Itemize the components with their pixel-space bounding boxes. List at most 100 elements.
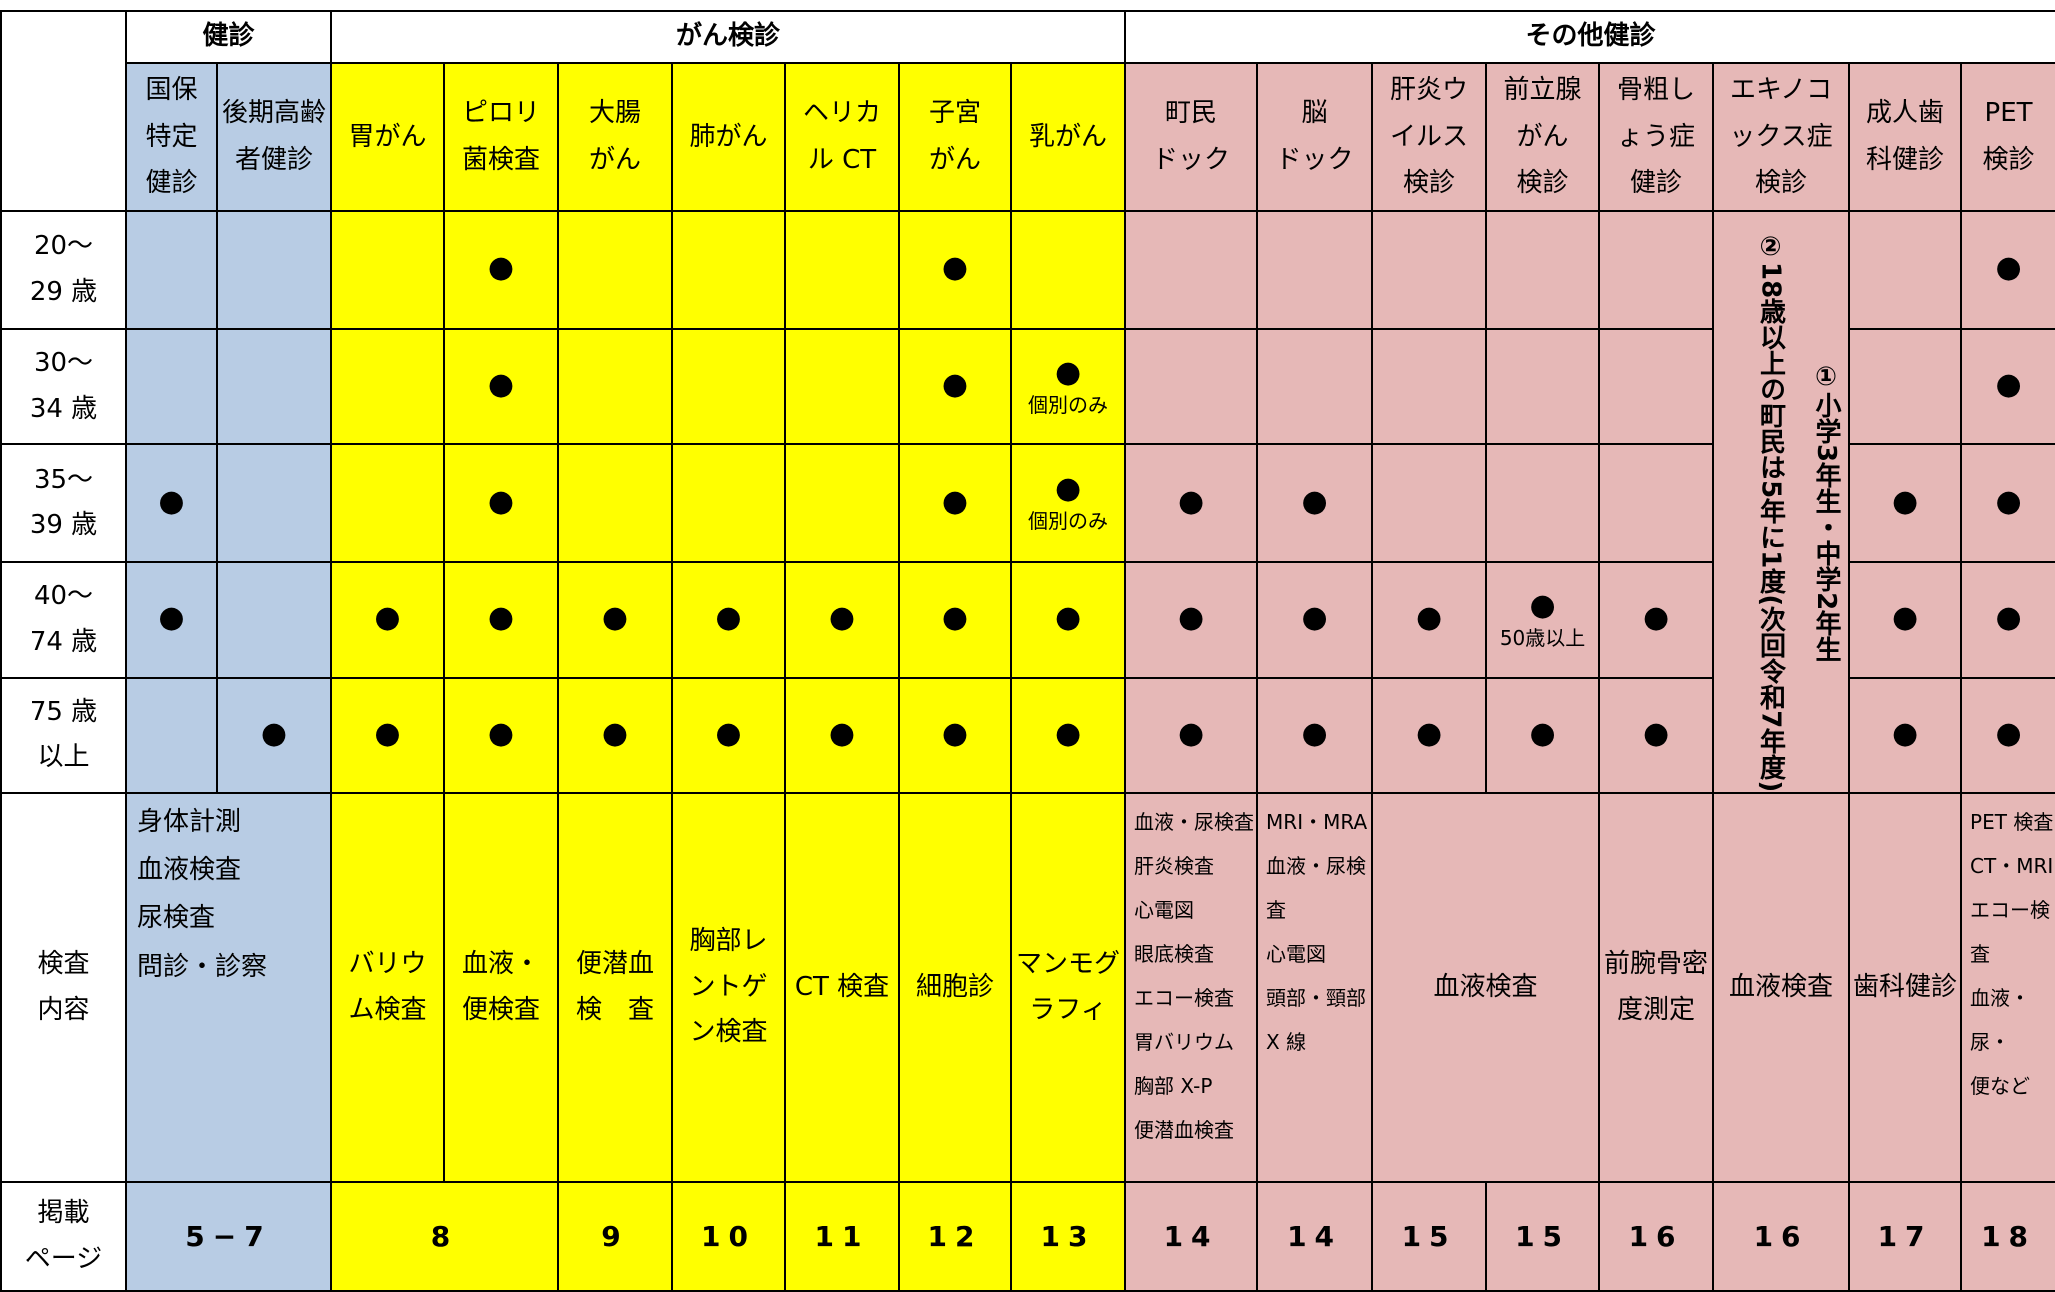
age-cell (125, 327, 218, 446)
page-cell: 14 (1256, 1181, 1374, 1292)
page-cell: 15 (1371, 1181, 1488, 1292)
eligible-mark: ● (1415, 715, 1443, 751)
column-header: ピロリ 菌検査 (443, 62, 560, 212)
age-cell: ● (443, 327, 560, 446)
page-cell: 16 (1712, 1181, 1851, 1292)
age-cell (1848, 210, 1963, 330)
age-cell: ● (1848, 443, 1963, 564)
age-cell (215, 327, 333, 446)
column-header: 前立腺 がん 検診 (1485, 62, 1601, 212)
page: { "groups": [ {"label": "健診", "color": "… (0, 10, 2055, 1292)
table-row: 75 歳 以上 ● ● ● ● ● ● ● ● ● ● ● ● ● ● ● (0, 676, 2055, 795)
age-cell: ● (1371, 561, 1488, 679)
page-cell: 18 (1960, 1181, 2055, 1292)
page-cell: 14 (1124, 1181, 1259, 1292)
age-cell (1485, 327, 1601, 446)
eligible-mark: ● (1177, 715, 1205, 751)
eligible-mark: ● (1177, 600, 1205, 636)
echinococcus-note: ①小学3年生・中学2年生 (1811, 362, 1842, 663)
table-row: 検査 内容 身体計測 血液検査 尿検査 問診・診察 バリウ ム検査 血液・ 便検査 便潜… (0, 792, 2055, 1184)
table-row: 国保 特定 健診 後期高齢 者健診 胃がん ピロリ 菌検査 大腸 がん 肺がん ヘリカ ル … (1, 62, 2055, 212)
column-header: 大腸 がん (557, 62, 674, 212)
column-header: 町民 ドック (1124, 62, 1259, 212)
age-cell: ● (898, 443, 1013, 564)
eligible-mark: ● (941, 250, 969, 286)
eligible-mark: ● (941, 600, 969, 636)
age-cell (1598, 443, 1715, 564)
page-cell: 11 (784, 1181, 901, 1292)
table-row: 健診 がん検診 その他健診 (0, 10, 2055, 212)
age-cell: ● (1124, 561, 1259, 679)
exam-cell: マンモグ ラフィ (1010, 792, 1127, 1184)
group-header: 健診 (124, 10, 333, 64)
age-cell (784, 327, 901, 446)
age-cell: ● (330, 561, 446, 679)
age-cell: ● (443, 561, 560, 679)
age-cell (784, 210, 901, 330)
age-cell: ● (1848, 561, 1963, 679)
age-cell: ● (671, 561, 787, 679)
age-cell: ● (1598, 561, 1715, 679)
eligible-mark: ● (1177, 483, 1205, 519)
column-header: 胃がん (330, 62, 446, 212)
age-cell (1256, 327, 1374, 446)
table-row: 20〜 29 歳 ● ● ①小学3年生・中学2年生 ②18歳以上の町民は5年に1度(次回… (0, 209, 2055, 795)
eligible-mark: ● (828, 600, 856, 636)
eligible-mark: ● (941, 715, 969, 751)
age-cell (671, 327, 787, 446)
age-cell: ● (1960, 210, 2055, 330)
page-cell: 17 (1848, 1181, 1963, 1292)
age-cell (1485, 210, 1601, 330)
age-cell: ● (125, 561, 218, 679)
age-cell: ● (898, 676, 1013, 795)
exam-cell: 前腕骨密 度測定 (1598, 792, 1715, 1184)
eligible-mark: ● (487, 250, 515, 286)
age-cell: ● (443, 443, 560, 564)
age-cell: ● 個別のみ (1010, 327, 1127, 446)
age-cell: ● (1010, 561, 1127, 679)
eligible-mark: ● (1054, 715, 1082, 751)
age-label: 40〜 74 歳 (0, 561, 127, 679)
age-cell (1010, 210, 1127, 330)
column-header: PET 検診 (1960, 62, 2055, 212)
age-cell: ● (898, 561, 1013, 679)
age-cell: ● 個別のみ (1010, 443, 1127, 564)
age-label: 30〜 34 歳 (0, 327, 127, 446)
column-header: 脳 ドック (1256, 62, 1374, 212)
eligible-mark: ● (828, 715, 856, 751)
age-cell (1371, 443, 1488, 564)
age-cell (1124, 210, 1259, 330)
exam-cell: 血液検査 (1371, 792, 1601, 1184)
eligible-mark: ● (715, 715, 742, 751)
page-cell: 5−7 (124, 1181, 333, 1292)
exam-cell: CT 検査 (784, 792, 901, 1184)
age-cell: ● (443, 676, 560, 795)
age-cell: ● (1256, 561, 1374, 679)
age-cell: ● 50歳以上 (1485, 561, 1601, 679)
eligible-mark: ● (260, 715, 288, 751)
column-header: エキノコ ックス症 検診 (1712, 62, 1851, 212)
page-label: 掲載 ページ (0, 1181, 127, 1292)
eligible-mark: ● (1995, 600, 2022, 636)
age-cell (557, 443, 674, 564)
age-cell (671, 210, 787, 330)
exam-cell: PET 検査 CT・MRI エコー検査 血液・尿・ 便など (1960, 792, 2055, 1184)
age-cell: ● (1256, 443, 1374, 564)
eligible-mark: ● (1415, 600, 1443, 636)
age-cell: ● (1598, 676, 1715, 795)
age-cell (215, 561, 333, 679)
eligible-note: 50歳以上 (1499, 625, 1586, 650)
age-label: 35〜 39 歳 (0, 443, 127, 564)
age-cell (1371, 327, 1488, 446)
age-cell: ● (557, 676, 674, 795)
page-cell: 13 (1010, 1181, 1127, 1292)
page-cell: 10 (671, 1181, 787, 1292)
eligible-mark: ● (374, 600, 401, 636)
age-cell (1485, 443, 1601, 564)
eligible-mark: ● (1995, 483, 2022, 519)
exam-cell: 身体計測 血液検査 尿検査 問診・診察 (124, 792, 333, 1184)
column-header: 成人歯 科健診 (1848, 62, 1963, 212)
age-cell (330, 327, 446, 446)
eligible-mark: ● (1995, 250, 2022, 286)
column-header: 肺がん (671, 62, 787, 212)
